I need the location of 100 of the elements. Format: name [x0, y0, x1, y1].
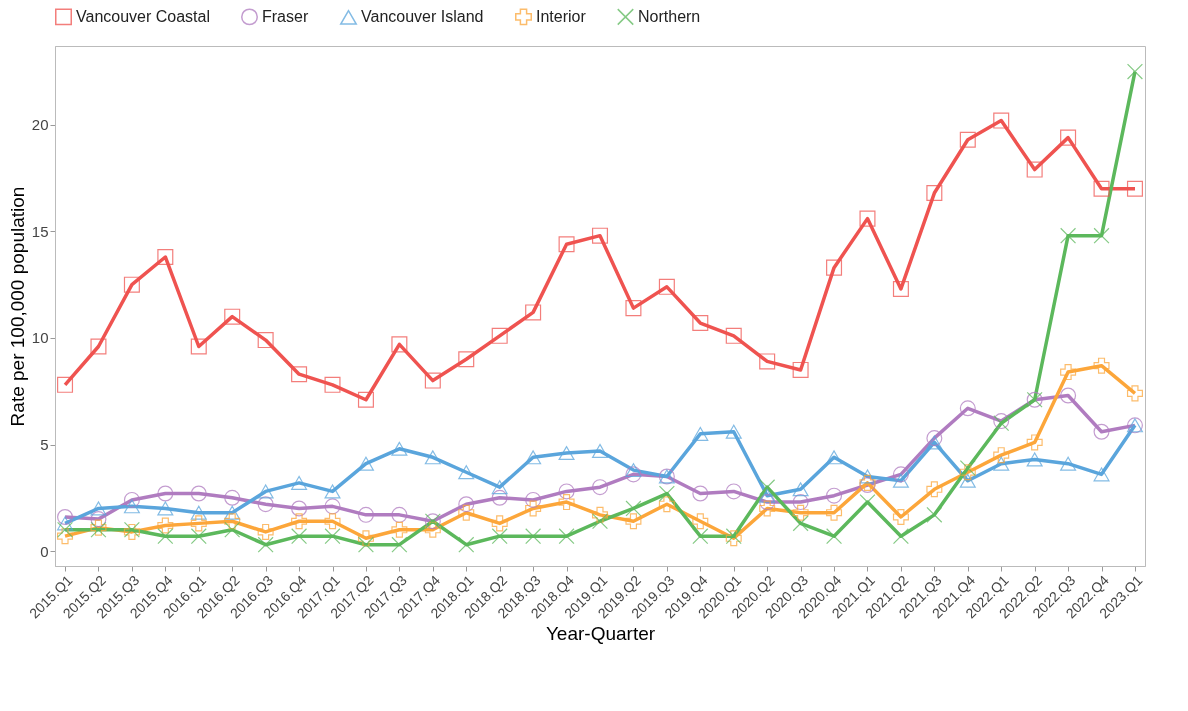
point	[658, 496, 675, 513]
point	[792, 361, 809, 378]
point	[826, 450, 843, 465]
point	[324, 376, 341, 393]
point	[725, 483, 742, 500]
x-axis-title: Year-Quarter	[545, 623, 656, 645]
legend-label: Fraser	[262, 7, 309, 25]
point	[692, 315, 709, 332]
point	[458, 465, 475, 480]
point	[625, 463, 642, 478]
point	[157, 517, 174, 534]
point	[324, 484, 341, 499]
point	[993, 112, 1010, 129]
point	[57, 376, 74, 393]
point	[491, 528, 508, 545]
point	[157, 485, 174, 502]
point	[558, 446, 575, 461]
point	[291, 475, 308, 490]
legend-label: Interior	[536, 7, 587, 25]
point	[391, 506, 408, 523]
point	[491, 515, 508, 532]
point	[123, 499, 140, 514]
point	[926, 506, 943, 523]
point	[692, 528, 709, 545]
point	[591, 506, 609, 523]
point	[123, 491, 140, 508]
point	[591, 227, 609, 244]
point	[993, 456, 1010, 471]
point	[625, 513, 642, 530]
point	[190, 338, 207, 355]
point	[591, 513, 609, 530]
point	[759, 494, 776, 511]
point	[959, 400, 976, 417]
point	[926, 435, 943, 450]
point	[525, 450, 542, 465]
point	[1060, 456, 1077, 471]
point	[224, 505, 241, 520]
legend-label: Vancouver Island	[361, 8, 484, 26]
point	[391, 336, 408, 353]
y-tick-label: 0	[40, 542, 49, 560]
point	[826, 528, 843, 545]
point	[1093, 180, 1110, 197]
point	[224, 489, 241, 506]
point	[357, 456, 374, 471]
point	[1026, 161, 1043, 178]
point	[190, 505, 207, 520]
point	[257, 536, 274, 553]
point	[458, 496, 475, 513]
point	[1060, 387, 1077, 404]
point	[391, 536, 408, 553]
point	[792, 482, 809, 497]
point	[291, 366, 308, 383]
point	[959, 131, 976, 148]
point	[792, 515, 809, 532]
point	[257, 496, 274, 513]
point	[324, 498, 341, 515]
point	[792, 494, 809, 511]
point	[1126, 180, 1143, 197]
point	[257, 484, 274, 499]
point	[357, 536, 374, 553]
point	[591, 479, 609, 496]
point	[224, 513, 241, 530]
point	[558, 483, 575, 500]
point	[291, 528, 308, 545]
point	[458, 504, 475, 521]
point	[90, 511, 107, 528]
point	[424, 372, 441, 389]
point	[525, 304, 542, 321]
point	[491, 327, 508, 344]
point	[692, 513, 709, 530]
point	[291, 513, 308, 530]
point	[357, 506, 374, 523]
point	[658, 278, 675, 295]
point	[725, 424, 742, 439]
point	[558, 528, 575, 545]
point	[190, 528, 207, 545]
point	[625, 500, 642, 517]
y-tick-label: 20	[31, 116, 49, 134]
point	[391, 521, 408, 538]
point	[157, 528, 174, 545]
point	[759, 500, 776, 517]
point	[157, 248, 174, 265]
point	[1026, 452, 1043, 467]
point	[1126, 63, 1143, 80]
point	[759, 353, 776, 370]
y-tick-label: 5	[40, 436, 49, 454]
point	[1060, 364, 1077, 381]
point	[892, 508, 909, 525]
point	[759, 479, 776, 496]
point	[1060, 129, 1077, 146]
y-tick-label: 15	[31, 222, 49, 240]
point	[926, 481, 943, 498]
point	[625, 466, 642, 483]
y-axis-title: Rate per 100,000 population	[6, 186, 28, 427]
point	[324, 528, 341, 545]
y-tick-label: 10	[31, 329, 49, 347]
point	[324, 513, 341, 530]
point	[959, 473, 976, 488]
point	[357, 391, 374, 408]
point	[859, 469, 876, 484]
